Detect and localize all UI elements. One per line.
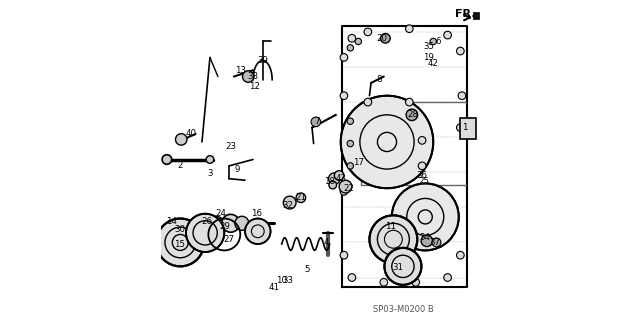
- Text: 43: 43: [335, 174, 346, 183]
- Circle shape: [419, 162, 426, 170]
- Circle shape: [444, 274, 451, 281]
- Text: 14: 14: [166, 217, 177, 226]
- Text: 2: 2: [177, 161, 182, 170]
- Circle shape: [369, 215, 417, 263]
- Circle shape: [245, 219, 271, 244]
- Circle shape: [347, 45, 353, 51]
- Text: 27: 27: [223, 235, 235, 244]
- Text: 38: 38: [248, 72, 259, 81]
- Circle shape: [355, 38, 362, 45]
- Circle shape: [284, 196, 296, 209]
- Circle shape: [209, 216, 223, 230]
- Circle shape: [456, 124, 464, 131]
- Text: SP03-M0200 B: SP03-M0200 B: [372, 305, 433, 314]
- Circle shape: [419, 137, 426, 144]
- Circle shape: [340, 54, 348, 61]
- Circle shape: [364, 28, 372, 36]
- Circle shape: [186, 214, 224, 252]
- Circle shape: [235, 216, 249, 230]
- Circle shape: [156, 219, 204, 266]
- Circle shape: [456, 47, 464, 55]
- Circle shape: [347, 118, 353, 124]
- Text: 29: 29: [219, 222, 230, 231]
- Circle shape: [406, 25, 413, 33]
- Circle shape: [340, 188, 348, 195]
- Circle shape: [456, 251, 464, 259]
- Circle shape: [421, 235, 433, 247]
- Text: 26: 26: [201, 217, 212, 226]
- Circle shape: [406, 109, 418, 121]
- Circle shape: [392, 183, 459, 250]
- Text: 18: 18: [324, 177, 335, 186]
- Text: 37: 37: [429, 238, 440, 247]
- Circle shape: [406, 98, 413, 106]
- Text: 15: 15: [174, 240, 185, 249]
- FancyBboxPatch shape: [460, 118, 476, 139]
- Text: 33: 33: [283, 276, 294, 285]
- Text: 11: 11: [385, 222, 396, 231]
- Text: 17: 17: [353, 158, 364, 167]
- Circle shape: [221, 214, 239, 232]
- Text: 34: 34: [420, 233, 431, 242]
- Circle shape: [381, 33, 390, 43]
- Circle shape: [458, 92, 466, 100]
- Circle shape: [348, 34, 356, 42]
- Circle shape: [243, 71, 254, 82]
- Circle shape: [430, 38, 436, 45]
- Text: 39: 39: [257, 56, 268, 65]
- Text: 4: 4: [324, 238, 329, 247]
- Text: 16: 16: [251, 209, 262, 218]
- Text: 9: 9: [234, 165, 240, 174]
- Text: 24: 24: [216, 209, 227, 218]
- Text: 42: 42: [428, 59, 439, 68]
- Circle shape: [444, 31, 451, 39]
- Circle shape: [340, 92, 348, 100]
- Text: 35: 35: [423, 42, 434, 51]
- Text: 8: 8: [376, 75, 382, 84]
- Text: 1: 1: [462, 123, 468, 132]
- Text: 32: 32: [283, 201, 294, 210]
- Text: 23: 23: [225, 142, 236, 151]
- Text: FR.: FR.: [455, 9, 476, 19]
- Text: 30: 30: [174, 225, 185, 234]
- Circle shape: [364, 98, 372, 106]
- Text: 36: 36: [417, 171, 428, 180]
- Text: 5: 5: [305, 265, 310, 274]
- Text: 20: 20: [377, 34, 388, 43]
- Circle shape: [385, 248, 422, 285]
- Text: 10: 10: [276, 276, 287, 285]
- Text: 31: 31: [393, 263, 404, 272]
- Text: 12: 12: [249, 82, 260, 91]
- Circle shape: [380, 278, 388, 286]
- Circle shape: [348, 274, 356, 281]
- Text: 6: 6: [435, 37, 441, 46]
- Text: 22: 22: [343, 184, 354, 193]
- Circle shape: [340, 96, 433, 188]
- Circle shape: [347, 140, 353, 147]
- Circle shape: [206, 156, 214, 163]
- Circle shape: [311, 117, 321, 127]
- Circle shape: [334, 171, 344, 180]
- Text: 3: 3: [207, 169, 212, 178]
- Circle shape: [329, 181, 337, 189]
- Text: 19: 19: [423, 53, 434, 62]
- Text: 40: 40: [186, 130, 196, 138]
- Circle shape: [347, 163, 353, 169]
- Text: 28: 28: [407, 110, 418, 119]
- Circle shape: [412, 278, 420, 286]
- Text: 41: 41: [268, 283, 279, 292]
- Wedge shape: [211, 219, 238, 228]
- Circle shape: [162, 155, 172, 164]
- Circle shape: [339, 180, 352, 193]
- Text: 7: 7: [314, 117, 319, 126]
- Text: 25: 25: [418, 177, 429, 186]
- Circle shape: [340, 251, 348, 259]
- Circle shape: [432, 238, 441, 247]
- Text: 21: 21: [296, 193, 307, 202]
- Circle shape: [175, 134, 187, 145]
- FancyBboxPatch shape: [473, 12, 479, 19]
- Circle shape: [328, 173, 340, 184]
- Text: 13: 13: [235, 66, 246, 75]
- Circle shape: [296, 193, 306, 203]
